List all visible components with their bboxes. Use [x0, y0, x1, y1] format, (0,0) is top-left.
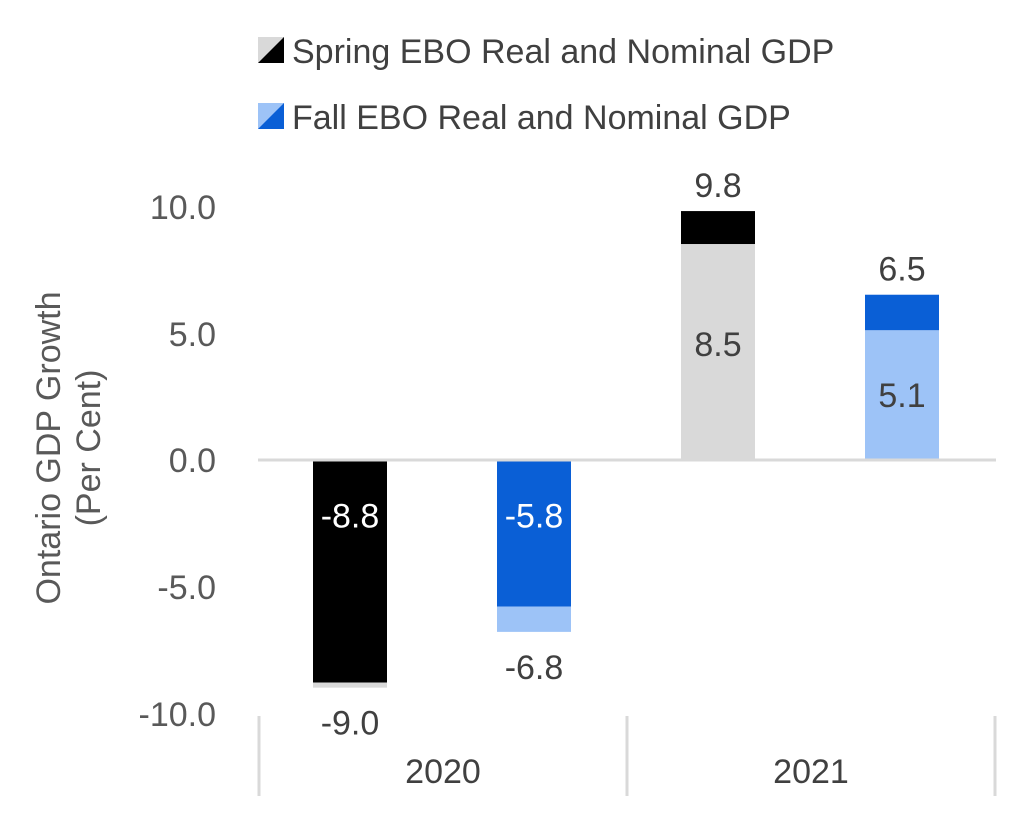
legend-swatch-fall-dark	[258, 103, 284, 129]
bar-segment-nominal	[497, 606, 571, 632]
legend-item-spring: Spring EBO Real and Nominal GDP	[258, 33, 834, 71]
legend-label-spring: Spring EBO Real and Nominal GDP	[292, 33, 834, 71]
y-tick-label: -10.0	[139, 696, 217, 734]
data-label-real: 8.5	[694, 326, 741, 364]
y-axis-title: Ontario GDP Growth (Per Cent)	[30, 291, 108, 604]
y-axis-title-line2: (Per Cent)	[70, 370, 108, 527]
bar-segment-nominal	[681, 211, 755, 245]
category-label-2020: 2020	[405, 753, 481, 791]
bar-segment-real	[681, 244, 755, 460]
bars-layer	[313, 211, 939, 688]
data-label-nominal: -6.8	[505, 649, 564, 687]
legend-label-fall: Fall EBO Real and Nominal GDP	[292, 99, 791, 137]
category-axis: 2020 2021	[257, 716, 997, 796]
y-tick-label: -5.0	[157, 569, 216, 607]
data-label-real: -5.8	[505, 498, 564, 536]
bar-segment-real	[313, 459, 387, 683]
labels-layer: -8.8 -9.0 -5.8 -6.8 8.5 9.8 5.1 6.5	[321, 167, 926, 743]
data-label-real: 5.1	[878, 377, 925, 415]
data-label-nominal: 9.8	[694, 167, 741, 205]
legend-item-fall: Fall EBO Real and Nominal GDP	[258, 99, 791, 137]
y-tick-label: 5.0	[169, 316, 216, 354]
data-label-nominal: -9.0	[321, 705, 380, 743]
category-label-2021: 2021	[773, 753, 849, 791]
bar-segment-nominal	[865, 294, 939, 331]
y-axis-ticks: 10.0 5.0 0.0 -5.0 -10.0	[139, 189, 217, 734]
data-label-real: -8.8	[321, 498, 380, 536]
data-label-nominal: 6.5	[878, 251, 925, 289]
y-tick-label: 10.0	[150, 189, 216, 227]
bar-segment-real	[497, 459, 571, 607]
y-axis-title-line1: Ontario GDP Growth	[30, 291, 68, 604]
bar-segment-nominal	[313, 682, 387, 688]
bar-segment-real	[865, 330, 939, 460]
y-tick-label: 0.0	[169, 442, 216, 480]
legend-swatch-spring-dark	[258, 37, 284, 63]
legend: Spring EBO Real and Nominal GDP Fall EBO…	[258, 33, 834, 137]
